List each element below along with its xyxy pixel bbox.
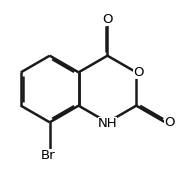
Text: O: O: [164, 116, 174, 129]
Text: NH: NH: [98, 118, 117, 130]
Text: Br: Br: [41, 149, 55, 162]
Text: O: O: [102, 13, 113, 26]
Text: O: O: [133, 66, 144, 79]
